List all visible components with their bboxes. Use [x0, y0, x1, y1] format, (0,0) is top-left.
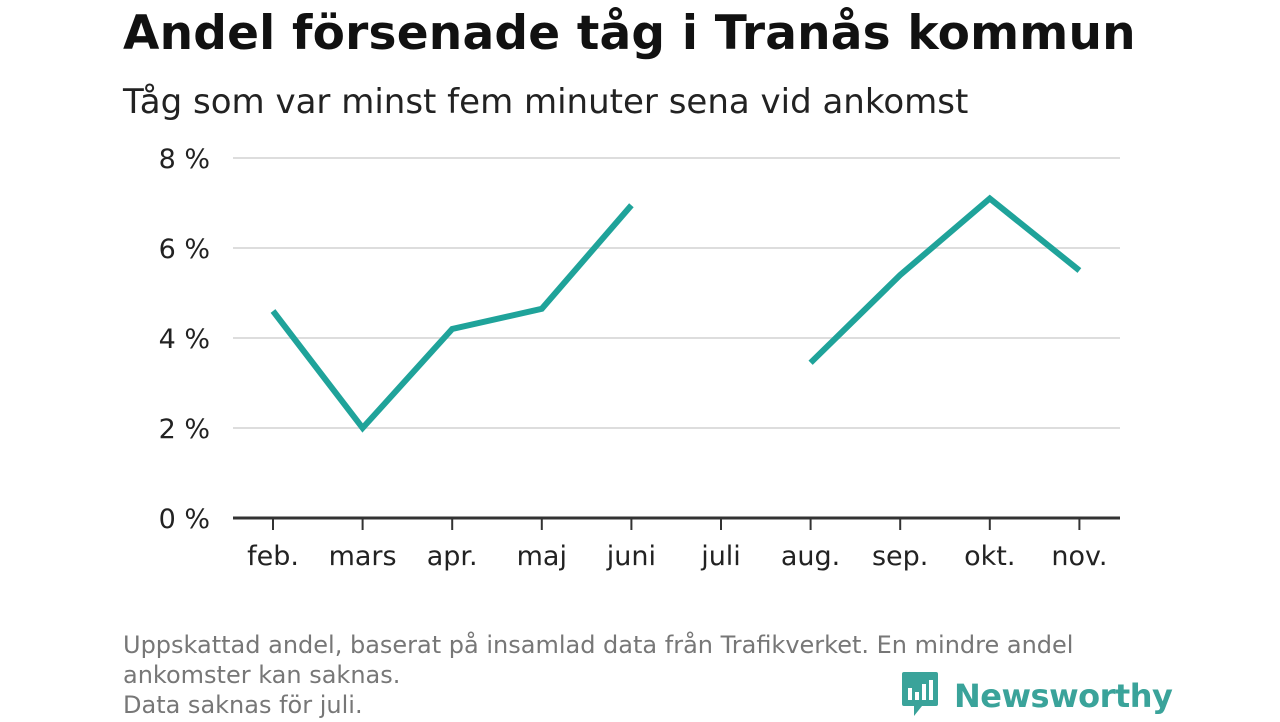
y-tick-label: 4 %	[159, 324, 210, 355]
footnote: Uppskattad andel, baserat på insamlad da…	[123, 630, 1163, 720]
series-line-segment	[808, 194, 1082, 365]
x-tick-label: maj	[517, 541, 567, 572]
x-tick-label: juli	[700, 541, 741, 572]
x-tick-label: feb.	[247, 541, 299, 572]
y-tick-label: 2 %	[159, 414, 210, 445]
y-axis-tick-labels: 0 % 2 % 4 % 6 % 8 %	[159, 144, 210, 535]
series-lines	[270, 194, 1082, 433]
x-tick-label: okt.	[964, 541, 1015, 572]
series-line-segment	[270, 203, 634, 433]
x-tick-label: sep.	[872, 541, 928, 572]
x-tick-label: mars	[329, 541, 397, 572]
footnote-line-3: Data saknas för juli.	[123, 691, 363, 719]
y-tick-label: 0 %	[159, 504, 210, 535]
brand-logo: Newsworthy	[900, 670, 1173, 722]
y-tick-label: 6 %	[159, 234, 210, 265]
brand-name: Newsworthy	[954, 677, 1173, 715]
x-tick-label: apr.	[427, 541, 478, 572]
chart-title: Andel försenade tåg i Tranås kommun	[123, 6, 1136, 61]
x-tick-label: aug.	[781, 541, 840, 572]
chart-subtitle: Tåg som var minst fem minuter sena vid a…	[123, 82, 969, 122]
y-tick-label: 8 %	[159, 144, 210, 175]
bar-chart-logo-icon	[900, 670, 940, 722]
x-tick-label: nov.	[1051, 541, 1107, 572]
footnote-line-2: ankomster kan saknas.	[123, 661, 401, 689]
x-axis: feb. mars apr. maj juni juli aug. sep. okt. nov.	[233, 516, 1120, 572]
footnote-line-1: Uppskattad andel, baserat på insamlad da…	[123, 631, 1074, 659]
x-tick-label: juni	[606, 541, 656, 572]
gridlines	[233, 157, 1120, 429]
